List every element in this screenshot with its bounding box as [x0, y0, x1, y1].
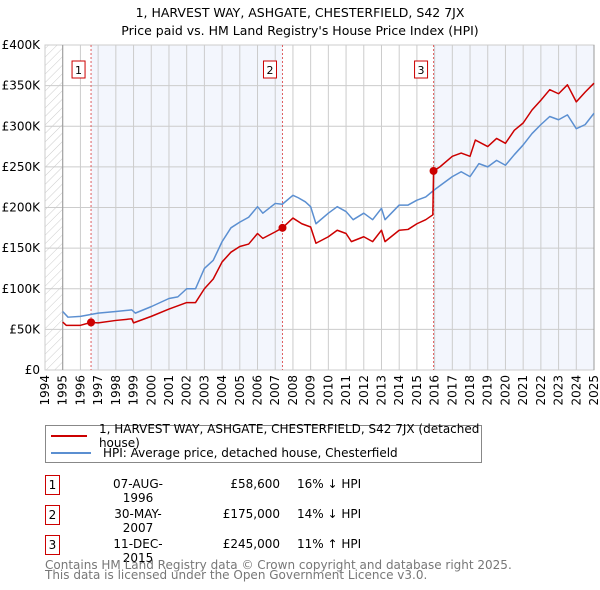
sale-point	[429, 166, 438, 175]
sale-date: 11-DEC-2015	[113, 537, 163, 565]
hpi-line	[62, 112, 595, 318]
legend-item-property: 1, HARVEST WAY, ASHGATE, CHESTERFIELD, S…	[46, 422, 481, 450]
x-tick-label: 2005	[233, 375, 247, 406]
x-tick-label: 2025	[587, 375, 600, 406]
legend-label: 1, HARVEST WAY, ASHGATE, CHESTERFIELD, S…	[98, 422, 480, 450]
x-tick-label: 2001	[162, 375, 176, 406]
x-tick-label: 2000	[144, 375, 158, 406]
copyright-text: Contains HM Land Registry data © Crown c…	[45, 558, 512, 572]
sale-marker-label: 1	[75, 64, 82, 77]
x-tick-label: 2021	[516, 375, 530, 406]
marker-badge: 2	[45, 505, 60, 525]
marker-badge: 1	[45, 475, 60, 495]
x-tick-label: 2015	[410, 375, 424, 406]
marker-badge: 3	[45, 535, 60, 555]
x-tick-label: 2020	[498, 375, 512, 406]
sale-marker-label: 2	[266, 64, 273, 77]
price-chart: 1, HARVEST WAY, ASHGATE, CHESTERFIELD, S…	[2, 5, 600, 406]
x-tick-label: 2016	[428, 375, 442, 406]
sale-point	[278, 223, 287, 232]
y-tick-label: £400K	[2, 38, 42, 52]
sale-price: £58,600	[230, 477, 280, 491]
y-tick-label: £100K	[2, 282, 42, 296]
x-tick-label: 2017	[445, 375, 459, 406]
sale-price: £175,000	[222, 507, 280, 521]
x-tick-label: 2022	[534, 375, 548, 406]
x-tick-label: 1999	[127, 375, 141, 406]
blue-line-swatch	[51, 452, 91, 454]
x-tick-label: 1997	[91, 375, 105, 406]
x-tick-label: 2006	[251, 375, 265, 406]
y-tick-label: £150K	[2, 241, 42, 255]
property-price-line	[62, 82, 595, 327]
x-tick-label: 2019	[481, 375, 495, 406]
red-line-swatch	[51, 435, 87, 437]
transaction-row: 2 30-MAY-2007 £175,000 14% ↓ HPI	[45, 505, 445, 535]
transaction-row: 1 07-AUG-1996 £58,600 16% ↓ HPI	[45, 475, 445, 505]
x-tick-label: 2003	[197, 375, 211, 406]
x-tick-label: 1996	[73, 375, 87, 406]
hpi-comparison: 16% ↓ HPI	[297, 477, 362, 491]
x-tick-label: 2008	[286, 375, 300, 406]
x-tick-label: 1998	[109, 375, 123, 406]
x-tick-label: 2011	[339, 375, 353, 406]
sale-point	[87, 318, 96, 327]
x-tick-label: 2013	[374, 375, 388, 406]
hpi-comparison: 11% ↑ HPI	[297, 537, 362, 551]
legend-label: HPI: Average price, detached house, Ches…	[103, 446, 398, 460]
transaction-row: 3 11-DEC-2015 £245,000 11% ↑ HPI	[45, 535, 445, 565]
x-tick-label: 2004	[215, 375, 229, 406]
legend: 1, HARVEST WAY, ASHGATE, CHESTERFIELD, S…	[45, 422, 482, 463]
y-tick-label: £300K	[2, 119, 42, 133]
legend-item-hpi: HPI: Average price, detached house, Ches…	[46, 445, 398, 461]
chart-subtitle: Price paid vs. HM Land Registry's House …	[121, 23, 478, 38]
sale-marker-label: 3	[418, 64, 425, 77]
chart-title: 1, HARVEST WAY, ASHGATE, CHESTERFIELD, S…	[136, 5, 465, 20]
sale-date: 07-AUG-1996	[113, 477, 163, 505]
x-tick-label: 2023	[552, 375, 566, 406]
sale-marker-box	[262, 60, 277, 79]
licence-text: This data is licensed under the Open Gov…	[45, 568, 428, 582]
x-tick-label: 1994	[38, 375, 52, 406]
x-tick-label: 2024	[569, 375, 583, 406]
x-tick-label: 1995	[56, 375, 70, 406]
y-tick-label: £200K	[2, 201, 42, 215]
y-tick-label: £350K	[2, 79, 42, 93]
x-tick-label: 2018	[463, 375, 477, 406]
y-tick-label: £0	[25, 363, 40, 377]
sale-marker-box	[414, 60, 429, 79]
x-tick-label: 2012	[357, 375, 371, 406]
y-tick-label: £50K	[9, 322, 41, 336]
x-tick-label: 2002	[180, 375, 194, 406]
x-tick-label: 2009	[304, 375, 318, 406]
x-tick-label: 2014	[392, 375, 406, 406]
x-tick-label: 2010	[321, 375, 335, 406]
sale-price: £245,000	[222, 537, 280, 551]
sale-date: 30-MAY-2007	[114, 507, 162, 535]
x-tick-label: 2007	[268, 375, 282, 406]
footer: Contains HM Land Registry data © Crown c…	[45, 558, 512, 582]
sale-marker-box	[71, 60, 86, 79]
hpi-comparison: 14% ↓ HPI	[297, 507, 362, 521]
y-tick-label: £250K	[2, 160, 42, 174]
